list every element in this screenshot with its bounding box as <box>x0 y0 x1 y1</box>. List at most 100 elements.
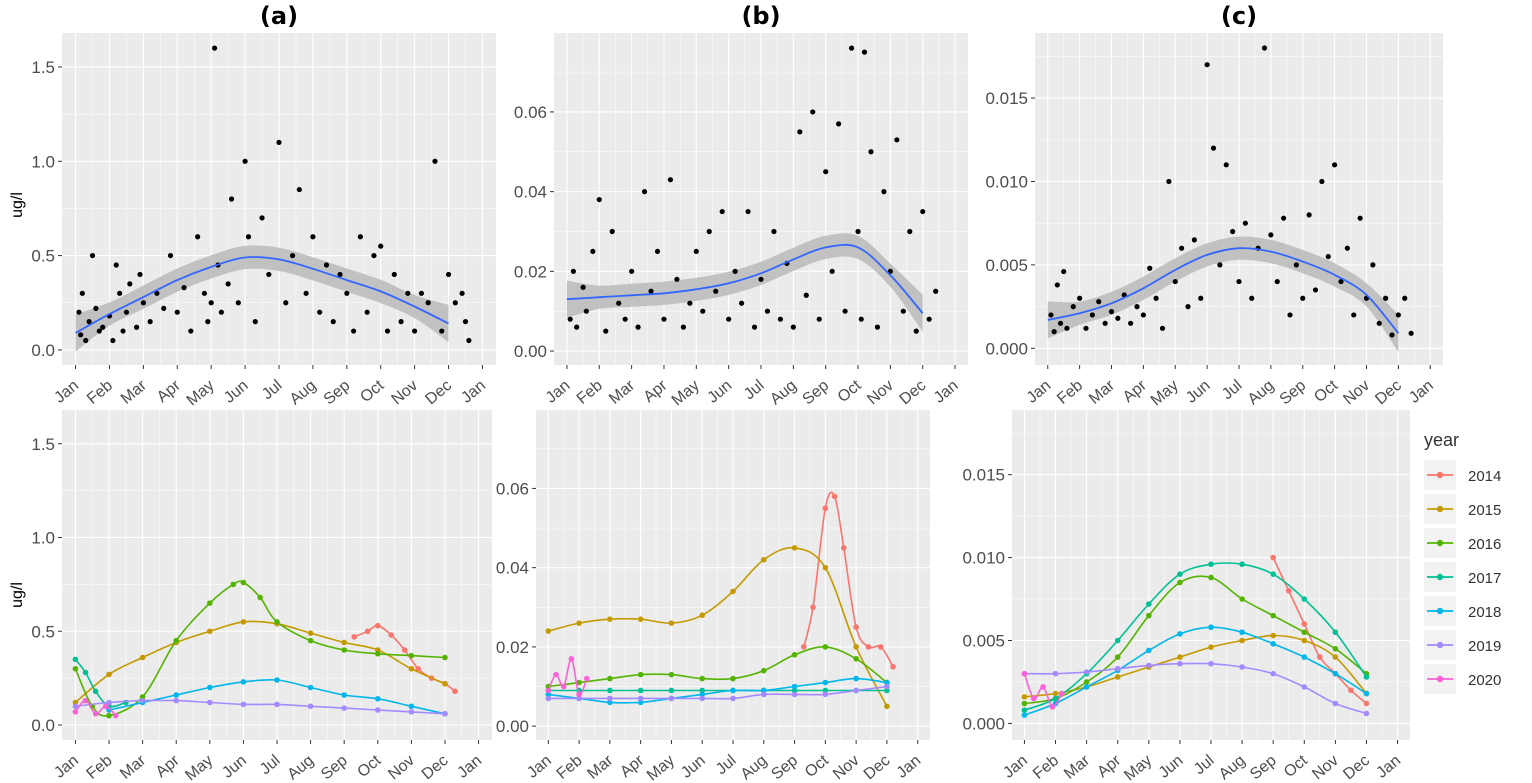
data-point <box>317 309 323 315</box>
y-tick-label: 0.010 <box>962 549 1005 568</box>
data-point <box>764 308 771 314</box>
x-tick-label: May <box>644 752 678 783</box>
data-point <box>616 300 622 306</box>
data-point <box>330 319 336 325</box>
data-point <box>567 316 573 322</box>
data-point <box>211 45 218 51</box>
data-point <box>680 324 686 330</box>
data-point <box>140 300 146 306</box>
data-point <box>337 271 343 278</box>
data-point <box>1048 312 1054 318</box>
data-point <box>161 305 167 312</box>
x-tick-label: Aug <box>738 752 771 783</box>
data-point <box>93 305 99 312</box>
data-point <box>933 288 939 294</box>
series-line-2019 <box>548 685 888 700</box>
data-point <box>570 268 577 274</box>
chart-title: (a) <box>260 2 298 30</box>
data-point <box>1357 215 1363 221</box>
data-point <box>1376 320 1382 326</box>
y-tick-label: 0.000 <box>985 339 1028 358</box>
data-point <box>745 208 751 215</box>
x-tick-label: Feb <box>574 377 606 408</box>
x-tick-label: Nov <box>385 752 418 783</box>
data-point <box>603 328 609 334</box>
y-tick-label: 0.00 <box>496 717 529 736</box>
x-tick-label: Feb <box>1054 377 1086 408</box>
y-tick-label: 0.00 <box>514 342 547 361</box>
data-point <box>167 252 174 259</box>
y-tick-label: 0.5 <box>31 247 55 266</box>
x-tick-label: Dec <box>422 377 455 408</box>
data-point <box>887 268 893 274</box>
data-point <box>823 169 829 175</box>
data-point <box>86 319 92 325</box>
x-tick-label: May <box>1148 377 1182 409</box>
x-tick-label: Jan <box>524 752 555 782</box>
legend-item-2020: 2020 <box>1424 664 1501 694</box>
data-point <box>452 300 458 306</box>
data-point <box>790 324 796 330</box>
x-tick-label: Jul <box>713 752 740 778</box>
data-point <box>462 319 469 325</box>
series-point-2020 <box>1021 670 1028 677</box>
data-point <box>926 316 932 322</box>
data-point <box>622 316 628 322</box>
series-line-2018 <box>548 677 888 704</box>
x-tick-label: Sep <box>1277 377 1310 408</box>
legend-item-2017: 2017 <box>1424 562 1501 592</box>
data-point <box>855 228 861 235</box>
x-tick-label: Jun <box>1183 377 1214 407</box>
data-point <box>225 281 231 287</box>
data-point <box>371 252 377 259</box>
series-line-2014 <box>803 491 894 668</box>
data-point <box>1140 312 1146 318</box>
data-layer <box>75 45 472 352</box>
x-tick-label: Jul <box>1191 752 1218 778</box>
y-tick-label: 0.02 <box>514 262 547 281</box>
data-point <box>181 285 187 291</box>
x-tick-label: Oct <box>802 752 832 781</box>
data-point <box>1115 315 1121 321</box>
x-tick-label: Jan <box>458 377 489 407</box>
data-point <box>439 328 445 334</box>
x-tick-label: Mar <box>117 752 150 783</box>
data-point <box>874 324 881 330</box>
series-line-2017 <box>1024 562 1368 711</box>
data-layer <box>1047 45 1414 352</box>
data-point <box>76 309 82 315</box>
data-point <box>1102 320 1108 326</box>
data-point <box>1300 295 1306 301</box>
x-tick-label: Aug <box>1245 377 1278 408</box>
series-point-2015 <box>884 703 890 710</box>
series-line-2020 <box>1023 673 1063 708</box>
data-point <box>1351 312 1357 318</box>
y-tick-label: 0.015 <box>962 466 1005 485</box>
y-tick-label: 0.02 <box>496 638 529 657</box>
data-point <box>1217 262 1223 268</box>
data-point <box>829 268 835 274</box>
data-point <box>1223 162 1229 168</box>
data-point <box>1061 268 1067 275</box>
data-point <box>123 309 130 315</box>
x-tick-label: Dec <box>419 752 452 783</box>
data-point <box>1077 295 1083 301</box>
x-tick-label: Aug <box>284 752 317 783</box>
data-point <box>245 234 252 240</box>
data-point <box>1083 325 1089 331</box>
data-point <box>228 196 235 202</box>
x-tick-label: Jul <box>741 377 768 403</box>
data-point <box>758 276 764 282</box>
data-point <box>583 308 589 314</box>
x-tick-label: Apr <box>617 752 648 781</box>
x-tick-label: Aug <box>1216 752 1249 783</box>
x-tick-label: Oct <box>354 752 384 781</box>
x-tick-label: Feb <box>84 752 116 783</box>
data-point <box>133 324 140 330</box>
x-tick-label: Dec <box>861 752 894 783</box>
legend-label: 2017 <box>1468 570 1501 587</box>
data-point <box>1147 265 1153 271</box>
series-line-2019 <box>1024 662 1367 715</box>
x-tick-label: Sep <box>768 752 801 783</box>
